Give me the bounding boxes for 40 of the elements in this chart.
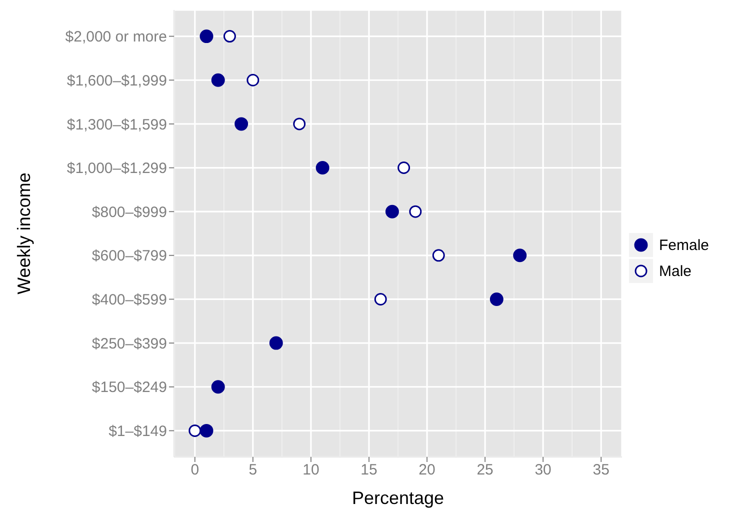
point — [316, 161, 330, 175]
x-tick-label: 35 — [592, 462, 610, 479]
x-tick-label: 15 — [360, 462, 378, 479]
y-tick-label: $1–$149 — [108, 423, 167, 440]
y-tick-label: $600–$799 — [92, 248, 167, 265]
point — [432, 249, 445, 262]
point — [188, 424, 202, 437]
point — [374, 292, 387, 306]
point — [269, 336, 283, 350]
point — [200, 424, 214, 438]
y-axis-title: Weekly income — [14, 172, 34, 294]
point — [385, 204, 399, 218]
x-tick-label: 5 — [248, 462, 258, 479]
point — [234, 117, 248, 131]
y-tick-label: $250–$399 — [92, 335, 167, 352]
point — [513, 248, 527, 262]
x-tick-label: 0 — [190, 462, 200, 479]
point — [398, 162, 410, 174]
point — [200, 30, 214, 44]
x-axis-title: Percentage — [352, 488, 444, 508]
x-tick-label: 30 — [534, 462, 552, 479]
point — [409, 205, 422, 218]
point — [293, 118, 306, 130]
y-tick-label: $1,000–$1,299 — [66, 160, 167, 178]
x-tick-label: 25 — [476, 462, 494, 479]
x-tick-label: 20 — [418, 462, 436, 479]
legend-label: Female — [659, 236, 710, 254]
y-tick-label: $400–$599 — [92, 292, 167, 309]
y-tick-label: $800–$999 — [92, 204, 167, 221]
y-tick-label: $1,600–$1,999 — [66, 72, 167, 90]
point — [211, 73, 225, 87]
legend-label: Male — [659, 262, 692, 280]
point — [223, 30, 236, 43]
y-tick-label: $150–$249 — [92, 379, 167, 396]
y-tick-label: $1,300–$1,599 — [66, 116, 167, 134]
point — [246, 74, 260, 86]
point — [211, 380, 225, 394]
y-tick-label: $2,000 or more — [65, 28, 167, 46]
point — [490, 292, 504, 306]
x-tick-label: 10 — [302, 462, 320, 479]
